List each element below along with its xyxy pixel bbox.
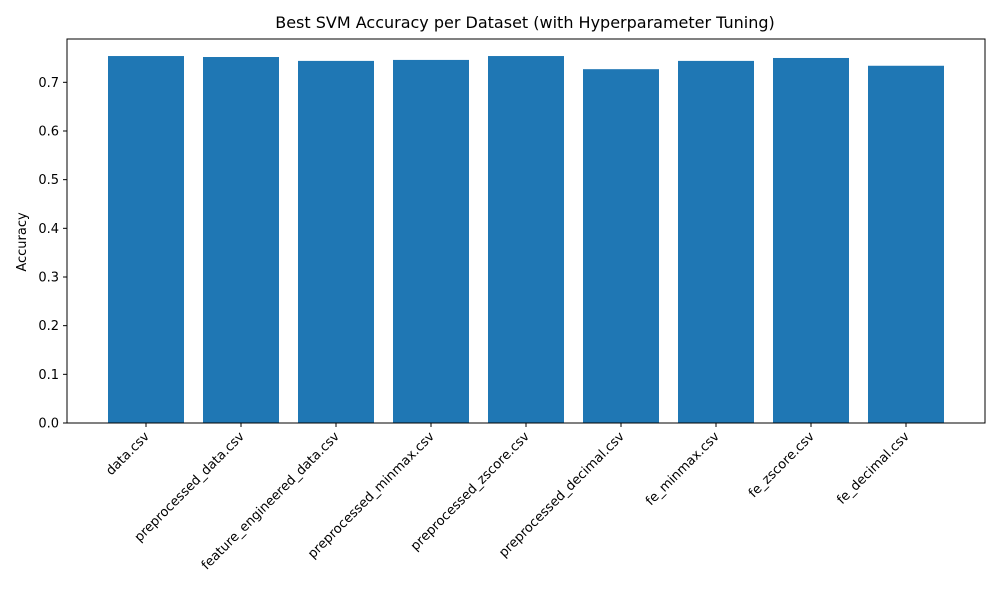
bar-preprocessed-minmax-csv: [393, 59, 469, 423]
y-ticks-group: 0.0 0.1 0.2 0.3 0.4 0.5 0.6 0.7: [38, 76, 67, 432]
y-tick-label: 0.3: [38, 270, 59, 285]
bar-fe-minmax-csv: [678, 60, 754, 423]
y-tick-label: 0.0: [38, 417, 59, 432]
plot-frame: [66, 38, 986, 424]
y-tick-label: 0.4: [38, 222, 59, 237]
y-tick-label: 0.1: [38, 368, 59, 383]
y-tick-label: 0.6: [38, 124, 59, 139]
x-tick-label: data.csv: [103, 429, 153, 479]
x-tick-label: preprocessed_data.csv: [132, 429, 248, 545]
bar-preprocessed-zscore-csv: [488, 56, 564, 424]
y-tick-label: 0.2: [38, 319, 59, 334]
y-tick-label: 0.5: [38, 173, 59, 188]
y-axis-label: Accuracy: [15, 212, 30, 272]
y-tick-label: 0.7: [38, 76, 59, 91]
x-tick-label: fe_minmax.csv: [643, 429, 723, 509]
chart-title: Best SVM Accuracy per Dataset (with Hype…: [275, 13, 775, 32]
x-tick-label: fe_decimal.csv: [834, 429, 913, 508]
bar-fe-zscore-csv: [773, 57, 849, 423]
bar-feature-engineered-data-csv: [298, 60, 374, 423]
bar-preprocessed-data-csv: [203, 57, 279, 424]
bars-group: [108, 56, 944, 424]
bar-preprocessed-decimal-csv: [583, 69, 659, 424]
x-ticks-group: data.csvpreprocessed_data.csvfeature_eng…: [103, 423, 913, 573]
bar-fe-decimal-csv: [868, 65, 944, 423]
x-tick-label: fe_zscore.csv: [746, 429, 818, 501]
bar-data-csv: [108, 56, 184, 424]
